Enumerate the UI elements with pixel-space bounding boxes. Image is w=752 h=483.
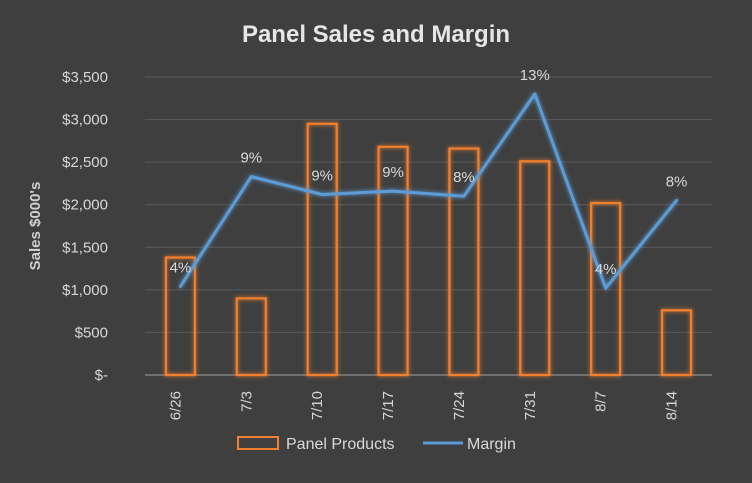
y-tick-label: $1,500 bbox=[62, 239, 108, 256]
y-tick-label: $2,000 bbox=[62, 197, 108, 214]
x-tick-label: 7/31 bbox=[522, 391, 539, 420]
line-series: 4% 9% 9% 9% 8% 13% 4% 8% bbox=[170, 67, 688, 290]
panel-products-bar bbox=[164, 256, 197, 377]
y-axis-title: Sales $000's bbox=[27, 182, 44, 271]
panel-products-bar bbox=[377, 145, 409, 377]
x-tick-label: 8/14 bbox=[664, 391, 681, 420]
x-tick-label: 7/10 bbox=[309, 391, 326, 420]
bar-series bbox=[164, 122, 693, 377]
y-tick-label: $2,500 bbox=[62, 154, 108, 171]
margin-data-label: 8% bbox=[453, 169, 475, 186]
y-tick-label: $1,000 bbox=[62, 282, 108, 299]
legend-label-panel-products: Panel Products bbox=[286, 436, 395, 453]
x-tick-label: 8/7 bbox=[593, 391, 610, 412]
y-tick-label: $500 bbox=[75, 324, 108, 341]
panel-products-bar bbox=[590, 201, 622, 377]
margin-data-label: 9% bbox=[240, 150, 262, 167]
margin-data-label: 8% bbox=[666, 173, 688, 190]
y-tick-label: $3,000 bbox=[62, 112, 108, 129]
legend-label-margin: Margin bbox=[467, 436, 516, 453]
panel-products-bar bbox=[519, 160, 551, 377]
y-axis-ticks: $- $500 $1,000 $1,500 $2,000 $2,500 $3,000 $3,5… bbox=[62, 69, 108, 384]
legend: Panel Products Margin bbox=[237, 436, 516, 453]
x-tick-label: 7/24 bbox=[451, 391, 468, 420]
y-tick-label: $3,500 bbox=[62, 69, 108, 86]
y-tick-label: $- bbox=[95, 367, 108, 384]
panel-products-bar bbox=[306, 122, 338, 377]
x-tick-label: 6/26 bbox=[167, 391, 184, 420]
margin-data-label: 13% bbox=[520, 67, 550, 84]
margin-data-label: 9% bbox=[382, 164, 404, 181]
gridlines bbox=[145, 76, 712, 376]
margin-data-label: 9% bbox=[311, 167, 333, 184]
margin-data-label: 4% bbox=[595, 261, 617, 278]
legend-swatch-panel-products bbox=[237, 436, 279, 450]
panel-products-bar bbox=[235, 297, 267, 377]
panel-products-bar bbox=[660, 309, 693, 377]
x-tick-label: 7/17 bbox=[380, 391, 397, 420]
x-axis-ticks: 6/26 7/3 7/10 7/17 7/24 7/31 8/7 8/14 bbox=[167, 391, 680, 420]
chart-title: Panel Sales and Margin bbox=[242, 21, 510, 48]
margin-data-label: 4% bbox=[170, 259, 192, 276]
x-tick-label: 7/3 bbox=[238, 391, 255, 412]
margin-line bbox=[178, 92, 679, 290]
panel-products-bar bbox=[448, 147, 480, 377]
